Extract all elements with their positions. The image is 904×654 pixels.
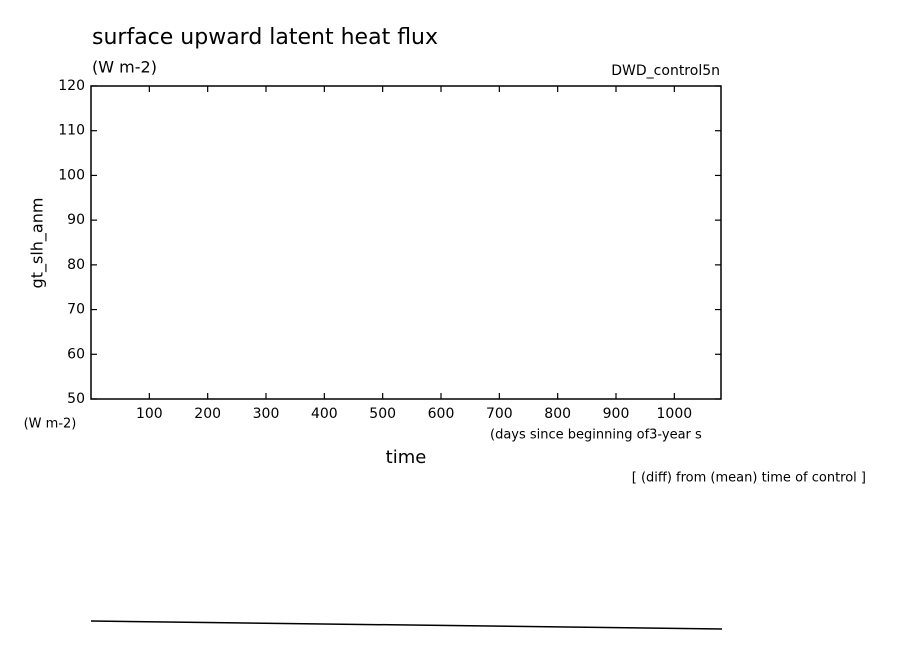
annotation: DWD_control5n (611, 63, 720, 79)
x-axis-label: time (386, 447, 427, 468)
y-axis-label: gt_slh_anm (28, 198, 48, 289)
x-tick-label: 200 (194, 406, 221, 422)
y-tick-label: 120 (58, 78, 85, 94)
note: [ (diff) from (mean) time of control ] (632, 471, 866, 486)
x-tick-label: 700 (486, 406, 513, 422)
chart-title: surface upward latent heat flux (92, 25, 438, 50)
x-tick-label: 600 (428, 406, 455, 422)
y-units: (W m-2) (24, 417, 77, 432)
x-tick-label: 1000 (657, 406, 693, 422)
y-tick-label: 100 (58, 167, 85, 183)
decoration-line (90, 620, 723, 630)
y-tick-label: 80 (67, 257, 85, 273)
x-tick-label: 800 (544, 406, 571, 422)
y-tick-label: 90 (67, 212, 85, 228)
x-tick-label: 400 (311, 406, 338, 422)
y-tick-label: 110 (58, 123, 85, 139)
y-tick-label: 60 (67, 346, 85, 362)
x-tick-label: 500 (369, 406, 396, 422)
y-tick-label: 70 (67, 302, 85, 318)
subtitle: (W m-2) (92, 58, 157, 77)
plot-frame (90, 85, 722, 400)
y-tick-label: 50 (67, 391, 85, 407)
x-tick-label: 100 (136, 406, 163, 422)
x-tick-label: 900 (603, 406, 630, 422)
x-units: (days since beginning of3-year s (490, 428, 702, 443)
x-tick-label: 300 (253, 406, 280, 422)
